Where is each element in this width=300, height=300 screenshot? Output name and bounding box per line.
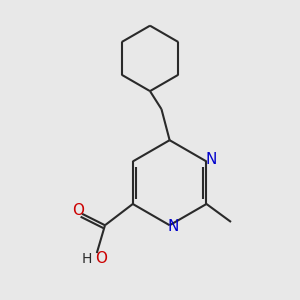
Text: H: H — [81, 252, 92, 266]
Text: N: N — [167, 219, 178, 234]
Text: N: N — [205, 152, 216, 167]
Text: O: O — [95, 251, 107, 266]
Text: O: O — [72, 203, 84, 218]
